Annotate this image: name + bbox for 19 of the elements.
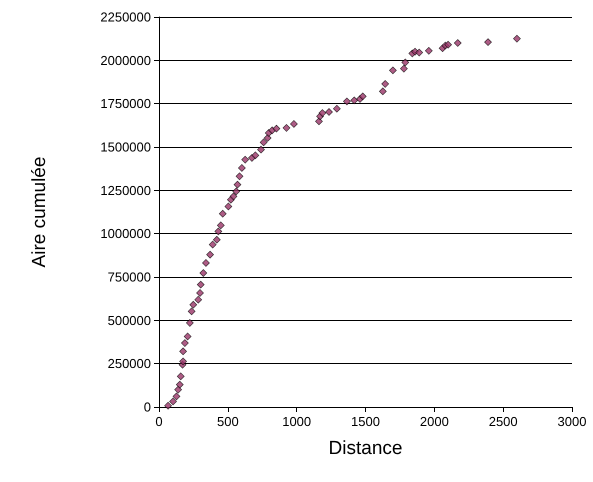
- x-tick-label: 1500: [351, 414, 380, 429]
- x-axis-title: Distance: [328, 438, 402, 459]
- y-tick-label: 0: [144, 400, 151, 414]
- y-tick-label: 750000: [108, 270, 151, 284]
- y-tick-label: 1500000: [100, 140, 151, 154]
- x-tick-label: 2500: [488, 414, 518, 429]
- y-axis-title: Aire cumulée: [29, 156, 50, 268]
- y-tick-label: 500000: [108, 312, 151, 328]
- y-tick-label: 2000000: [100, 52, 151, 68]
- x-tick-label: 500: [216, 414, 239, 429]
- x-tick-label: 2000: [420, 414, 449, 429]
- y-tick-label: 2250000: [100, 10, 151, 24]
- y-tick-label: 1250000: [100, 182, 151, 198]
- y-tick-label: 1000000: [100, 226, 151, 242]
- x-tick-label: 0: [155, 414, 163, 429]
- y-tick-label: 1750000: [100, 96, 151, 112]
- x-tick-label: 3000: [558, 414, 586, 429]
- y-tick-label: 250000: [108, 356, 151, 372]
- x-tick-label: 1000: [282, 414, 312, 429]
